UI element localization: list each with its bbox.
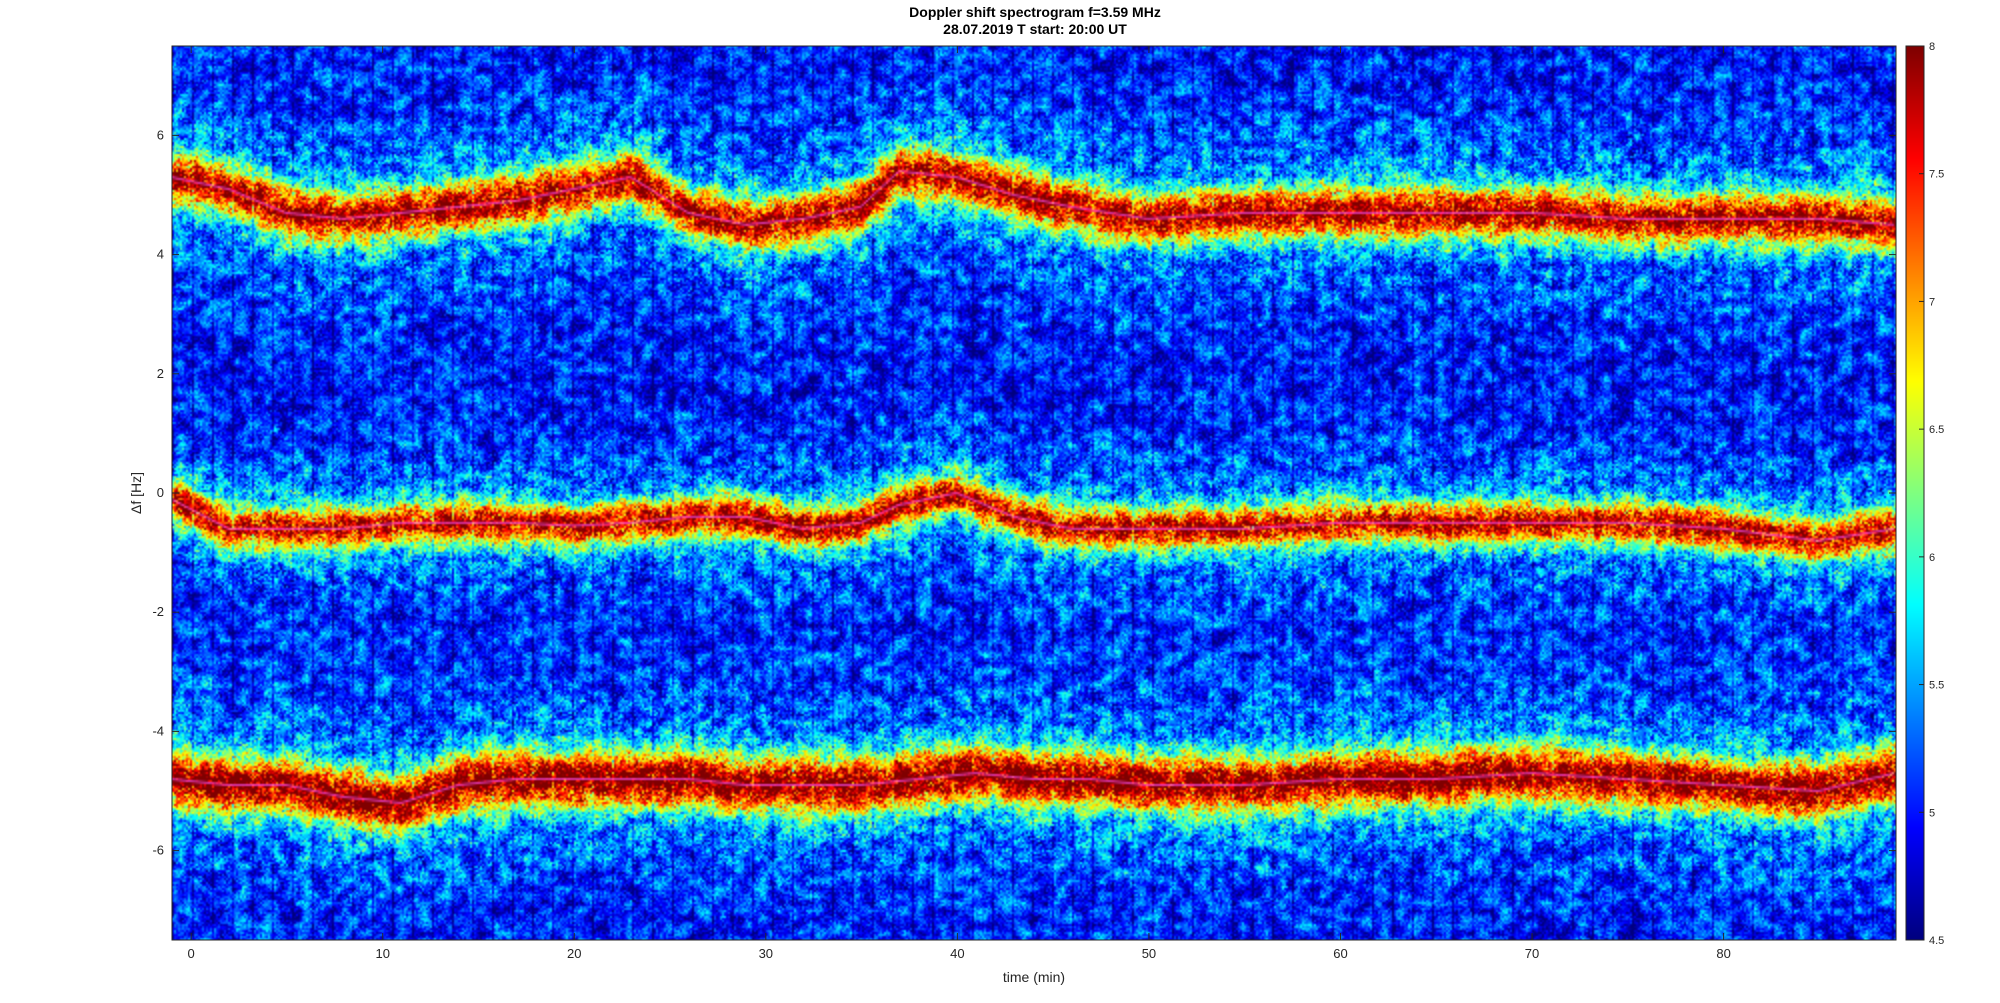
x-tick-label: 10 [375, 946, 389, 961]
x-tick-label: 70 [1525, 946, 1539, 961]
y-axis-label: Δf [Hz] [128, 472, 144, 514]
y-axis: -6 -4 -2 0 2 4 6 [152, 127, 1896, 858]
x-tick-label: 30 [759, 946, 773, 961]
colorbar-frame [1905, 45, 1925, 941]
y-tick-label: 2 [157, 366, 164, 381]
colorbar-tick-label: 7.5 [1929, 169, 1944, 181]
colorbar-image [1906, 46, 1924, 940]
x-tick-label: 40 [950, 946, 964, 961]
x-tick-label: 80 [1716, 946, 1730, 961]
x-axis: 0 10 20 30 40 50 60 70 80 [188, 46, 1731, 961]
spectrogram-image [172, 46, 1896, 940]
y-tick-label: 6 [157, 127, 164, 142]
colorbar-tick-label: 6.5 [1929, 424, 1944, 436]
chart-title: Doppler shift spectrogram f=3.59 MHz [909, 4, 1161, 20]
y-tick-label: -4 [152, 723, 164, 738]
y-tick-label: -2 [152, 604, 164, 619]
x-tick-label: 0 [188, 946, 195, 961]
colorbar-tick-label: 6 [1929, 552, 1935, 564]
y-tick-label: 4 [157, 247, 164, 262]
chart-subtitle: 28.07.2019 T start: 20:00 UT [943, 21, 1127, 37]
colorbar-tick-label: 8 [1929, 41, 1935, 53]
colorbar-tick-label: 5 [1929, 807, 1935, 819]
x-axis-label: time (min) [1003, 969, 1065, 985]
colorbar-tick-label: 5.5 [1929, 680, 1944, 692]
colorbar-tick-label: 7 [1929, 296, 1935, 308]
colorbar-tick-label: 4.5 [1929, 935, 1944, 947]
y-tick-label: 0 [157, 485, 164, 500]
y-tick-label: -6 [152, 843, 164, 858]
x-tick-label: 50 [1142, 946, 1156, 961]
x-tick-label: 60 [1333, 946, 1347, 961]
x-tick-label: 20 [567, 946, 581, 961]
colorbar-axis: 4.5 5 5.5 6 6.5 7 7.5 8 [1919, 41, 1944, 947]
